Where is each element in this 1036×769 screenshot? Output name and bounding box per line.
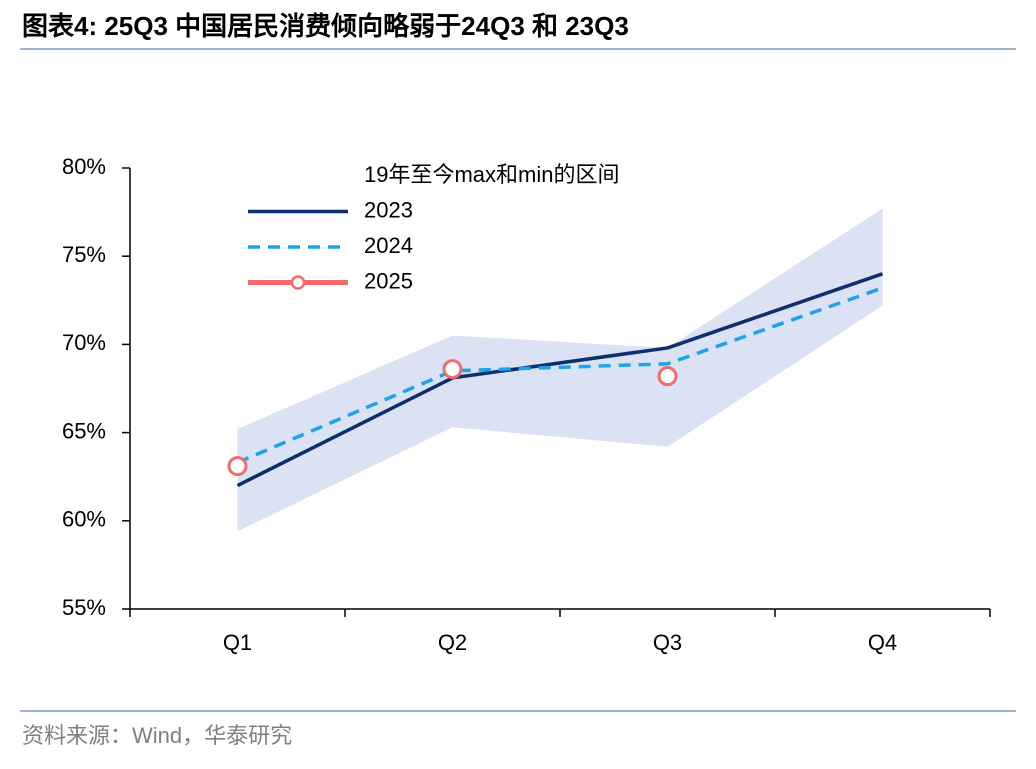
source: 资料来源：Wind，华泰研究 <box>22 723 292 748</box>
range-band <box>237 208 883 532</box>
point-marker <box>657 366 678 387</box>
legend-label: 19年至今max和min的区间 <box>364 162 619 187</box>
y-tick-label: 65% <box>62 418 106 443</box>
title: 图表4: 25Q3 中国居民消费倾向略弱于24Q3 和 23Q3 <box>22 11 629 41</box>
y-tick-label: 80% <box>62 154 106 179</box>
y-tick-label: 60% <box>62 507 106 532</box>
legend-label: 2025 <box>364 268 413 293</box>
plot: 55% 60% 65% 70% 75% 80% Q1 Q2 Q3 Q4 19年至今max和min的区… <box>62 154 991 655</box>
point-marker <box>442 359 463 380</box>
legend-label: 2024 <box>364 233 413 258</box>
legend-label: 2023 <box>364 197 413 222</box>
legend-marker <box>290 275 306 290</box>
x-tick-label: Q3 <box>653 630 682 655</box>
series-line <box>236 286 884 465</box>
y-tick-label: 55% <box>62 595 106 620</box>
y-tick-label: 75% <box>62 242 106 267</box>
x-tick-label: Q1 <box>223 630 252 655</box>
series-line <box>236 272 884 488</box>
x-tick-label: Q2 <box>438 630 467 655</box>
x-tick-label: Q4 <box>868 630 897 655</box>
y-tick-label: 70% <box>62 330 106 355</box>
point-marker <box>227 456 248 477</box>
